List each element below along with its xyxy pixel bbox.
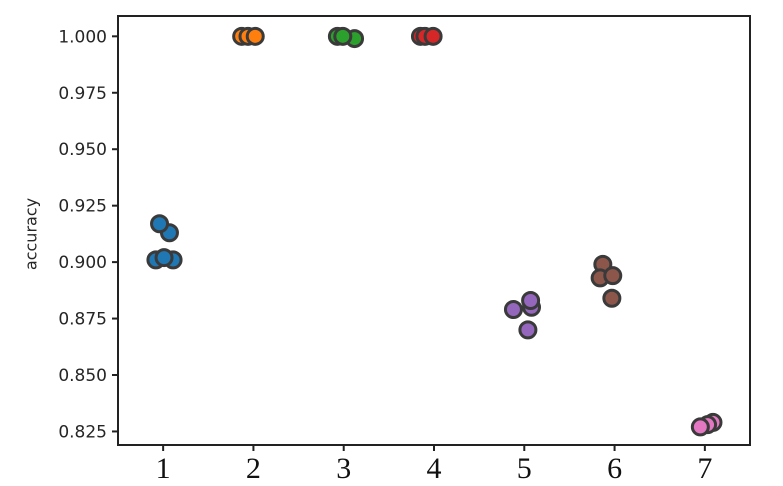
- x-tick-label: 6: [607, 452, 622, 485]
- y-tick-label: 0.950: [58, 140, 107, 160]
- data-point: [521, 290, 541, 310]
- data-point: [603, 266, 623, 286]
- data-point: [503, 300, 523, 320]
- y-tick-label: 0.900: [58, 253, 107, 273]
- x-tick-label: 7: [697, 452, 712, 485]
- data-point: [333, 26, 353, 46]
- data-point: [690, 417, 710, 437]
- x-tick-label: 3: [336, 452, 351, 485]
- x-tick-label: 2: [246, 452, 261, 485]
- y-tick-label: 0.825: [58, 422, 107, 442]
- y-axis-label: accuracy: [21, 197, 41, 271]
- y-tick-label: 0.975: [58, 84, 107, 104]
- data-point: [518, 320, 538, 340]
- plot-frame: [117, 15, 751, 446]
- y-tick-label: 0.850: [58, 366, 107, 386]
- x-tick-label: 4: [427, 452, 442, 485]
- y-tick-label: 1.000: [58, 27, 107, 47]
- y-tick-label: 0.875: [58, 310, 107, 330]
- data-point: [602, 288, 622, 308]
- data-point: [423, 26, 443, 46]
- x-tick-label: 1: [156, 452, 171, 485]
- y-tick-label: 0.925: [58, 197, 107, 217]
- x-tick-label: 5: [517, 452, 532, 485]
- data-point: [245, 26, 265, 46]
- data-point: [150, 214, 170, 234]
- data-point: [154, 248, 174, 268]
